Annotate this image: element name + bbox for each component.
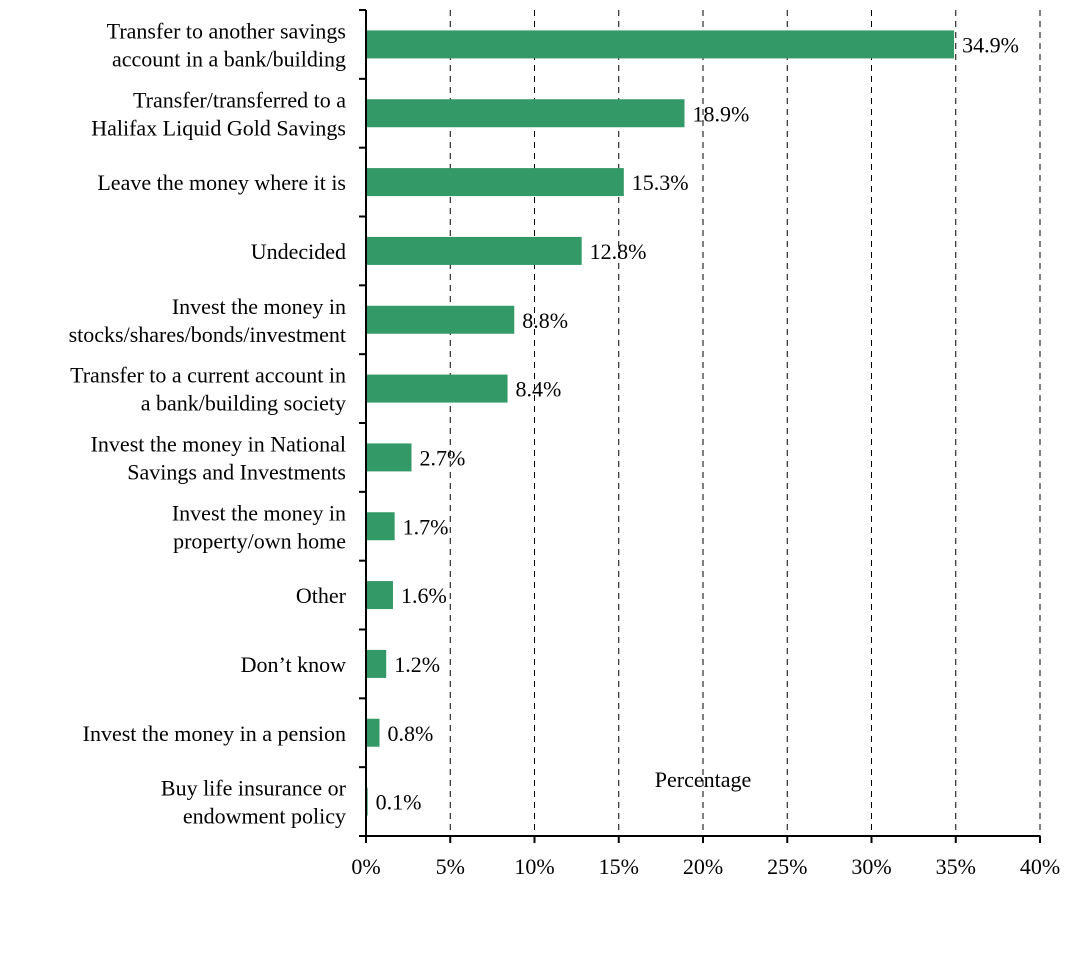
data-label: 1.2% — [394, 652, 440, 677]
bar — [366, 649, 387, 678]
labels: 0% 5% 10% 15% 20% 25% 30% 35% 40% 34.9% Transfer t… — [69, 18, 1061, 879]
grid-lines — [449, 10, 1041, 836]
bar — [366, 30, 955, 59]
category-label: Undecided — [251, 239, 346, 264]
bar — [366, 99, 685, 128]
data-label: 8.4% — [516, 377, 562, 402]
x-tick-label: 25% — [767, 854, 807, 879]
x-tick-label: 10% — [514, 854, 554, 879]
category-label: Invest the money in National Savings and … — [91, 431, 346, 484]
category-label: Invest the money in a pension — [83, 721, 346, 746]
category-label: Invest the money in stocks/shares/bonds/i… — [69, 294, 346, 347]
x-tick-label: 30% — [851, 854, 891, 879]
category-label: Other — [296, 583, 347, 608]
data-label: 15.3% — [632, 170, 689, 195]
bars — [366, 30, 955, 816]
data-label: 0.8% — [387, 721, 433, 746]
category-label: Don’t know — [241, 652, 346, 677]
x-tick-label: 5% — [436, 854, 465, 879]
bar — [366, 236, 582, 265]
bar — [366, 168, 624, 197]
bar — [366, 443, 412, 472]
x-tick-label: 40% — [1020, 854, 1060, 879]
x-tick-label: 0% — [351, 854, 380, 879]
data-label: 12.8% — [590, 239, 647, 264]
category-label: Buy life insurance or endowment policy — [161, 776, 347, 829]
data-label: 2.7% — [419, 445, 465, 470]
category-label: Transfer to a current account in a bank/b… — [70, 363, 346, 416]
data-label: 18.9% — [692, 101, 749, 126]
category-label: Invest the money in property/own home — [172, 500, 346, 553]
bar — [366, 305, 515, 334]
bar — [366, 718, 380, 747]
bar — [366, 374, 508, 403]
data-label: 34.9% — [962, 32, 1019, 57]
category-label: Transfer/transferred to a Halifax Liquid … — [91, 87, 346, 140]
category-label: Transfer to another savings account in a … — [107, 18, 346, 71]
data-label: 1.6% — [401, 583, 447, 608]
bar — [366, 512, 395, 541]
data-label: 8.8% — [522, 308, 568, 333]
data-label: 1.7% — [403, 514, 449, 539]
x-axis-title: Percentage — [655, 767, 752, 792]
bar — [366, 581, 393, 610]
x-tick-label: 15% — [599, 854, 639, 879]
data-label: 0.1% — [376, 790, 422, 815]
category-label: Leave the money where it is — [97, 170, 346, 195]
x-tick-label: 20% — [683, 854, 723, 879]
axes — [359, 9, 1041, 843]
x-tick-label: 35% — [936, 854, 976, 879]
